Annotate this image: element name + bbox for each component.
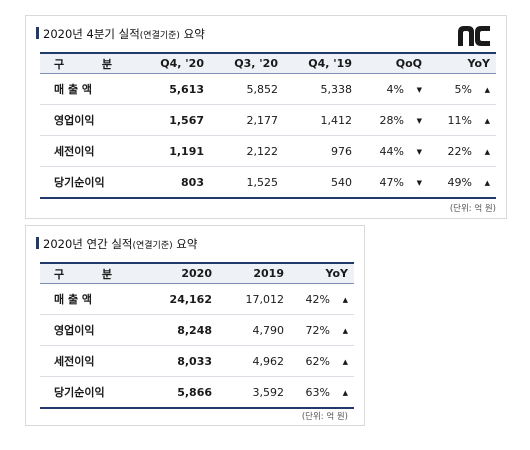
quarterly-title: 2020년 4분기 실적(연결기준) 요약: [36, 26, 205, 42]
value-q3-20: 5,852: [210, 73, 284, 105]
row-label-text: 매 출 액: [54, 83, 93, 96]
value-qoq: 4% ▼: [358, 73, 428, 105]
row-label-text: 당기순이익: [54, 386, 105, 399]
up-triangle-icon: ▲: [342, 326, 348, 335]
title-accent-bar: [36, 27, 39, 39]
value-q3-20: 1,525: [210, 166, 284, 199]
table-row: 세전이익 1,191 2,122 976 44% ▼ 22% ▲: [40, 135, 496, 167]
value-yoy: 49% ▲: [428, 166, 496, 199]
row-label: 세전이익: [40, 345, 140, 377]
value-yoy: 62% ▲: [290, 345, 354, 377]
header-qoq: QoQ: [358, 52, 428, 74]
row-label-text: 세전이익: [54, 145, 95, 158]
row-label-text: 영업이익: [54, 114, 95, 127]
up-triangle-icon: ▲: [484, 147, 490, 156]
value-2019: 17,012: [218, 283, 290, 315]
table-row: 매 출 액 24,162 17,012 42% ▲: [40, 283, 354, 315]
header-2019: 2019: [218, 262, 290, 284]
value-yoy: 22% ▲: [428, 135, 496, 167]
up-triangle-icon: ▲: [342, 295, 348, 304]
unit-note: (단위: 억 원): [301, 412, 348, 422]
value-qoq: 47% ▼: [358, 166, 428, 199]
header-yoy: YoY: [428, 52, 496, 74]
row-label-text: 영업이익: [54, 324, 95, 337]
value-q4-20: 1,567: [136, 104, 210, 136]
row-label: 매 출 액: [40, 73, 136, 105]
row-label-text: 세전이익: [54, 355, 95, 368]
down-triangle-icon: ▼: [416, 178, 422, 187]
value-qoq: 28% ▼: [358, 104, 428, 136]
down-triangle-icon: ▼: [416, 85, 422, 94]
header-2020: 2020: [140, 262, 218, 284]
up-triangle-icon: ▲: [484, 178, 490, 187]
header-q3-20: Q3, '20: [210, 52, 284, 74]
value-q4-20: 1,191: [136, 135, 210, 167]
down-triangle-icon: ▼: [416, 116, 422, 125]
row-label: 당기순이익: [40, 376, 140, 409]
value-q4-19: 540: [284, 166, 358, 199]
table-row: 세전이익 8,033 4,962 62% ▲: [40, 345, 354, 377]
up-triangle-icon: ▲: [484, 116, 490, 125]
row-label: 세전이익: [40, 135, 136, 167]
value-q4-19: 976: [284, 135, 358, 167]
value-q4-20: 5,613: [136, 73, 210, 105]
header-yoy: YoY: [290, 262, 354, 284]
up-triangle-icon: ▲: [342, 357, 348, 366]
value-2020: 8,248: [140, 314, 218, 346]
value-q3-20: 2,122: [210, 135, 284, 167]
value-yoy: 11% ▲: [428, 104, 496, 136]
title-accent-bar: [36, 237, 39, 249]
value-2020: 8,033: [140, 345, 218, 377]
value-qoq: 44% ▼: [358, 135, 428, 167]
up-triangle-icon: ▲: [484, 85, 490, 94]
row-label-text: 매 출 액: [54, 293, 93, 306]
nc-logo: [458, 26, 490, 46]
table-row: 당기순이익 5,866 3,592 63% ▲: [40, 376, 354, 409]
table-row: 영업이익 8,248 4,790 72% ▲: [40, 314, 354, 346]
up-triangle-icon: ▲: [342, 388, 348, 397]
table-row: 당기순이익 803 1,525 540 47% ▼ 49% ▲: [40, 166, 496, 199]
value-2019: 4,790: [218, 314, 290, 346]
annual-title: 2020년 연간 실적(연결기준) 요약: [36, 236, 197, 252]
value-yoy: 63% ▲: [290, 376, 354, 409]
value-2020: 5,866: [140, 376, 218, 409]
table-row: 매 출 액 5,613 5,852 5,338 4% ▼ 5% ▲: [40, 73, 496, 105]
value-yoy: 5% ▲: [428, 73, 496, 105]
value-yoy: 42% ▲: [290, 283, 354, 315]
row-label: 영업이익: [40, 104, 136, 136]
table-row: 영업이익 1,567 2,177 1,412 28% ▼ 11% ▲: [40, 104, 496, 136]
value-q3-20: 2,177: [210, 104, 284, 136]
header-q4-19: Q4, '19: [284, 52, 358, 74]
value-q4-20: 803: [136, 166, 210, 199]
row-label-text: 당기순이익: [54, 176, 105, 189]
header-q4-20: Q4, '20: [136, 52, 210, 74]
value-q4-19: 1,412: [284, 104, 358, 136]
unit-note: (단위: 억 원): [449, 204, 496, 214]
value-2019: 4,962: [218, 345, 290, 377]
row-label: 매 출 액: [40, 283, 140, 315]
row-label: 당기순이익: [40, 166, 136, 199]
value-yoy: 72% ▲: [290, 314, 354, 346]
value-q4-19: 5,338: [284, 73, 358, 105]
value-2020: 24,162: [140, 283, 218, 315]
down-triangle-icon: ▼: [416, 147, 422, 156]
value-2019: 3,592: [218, 376, 290, 409]
row-label: 영업이익: [40, 314, 140, 346]
